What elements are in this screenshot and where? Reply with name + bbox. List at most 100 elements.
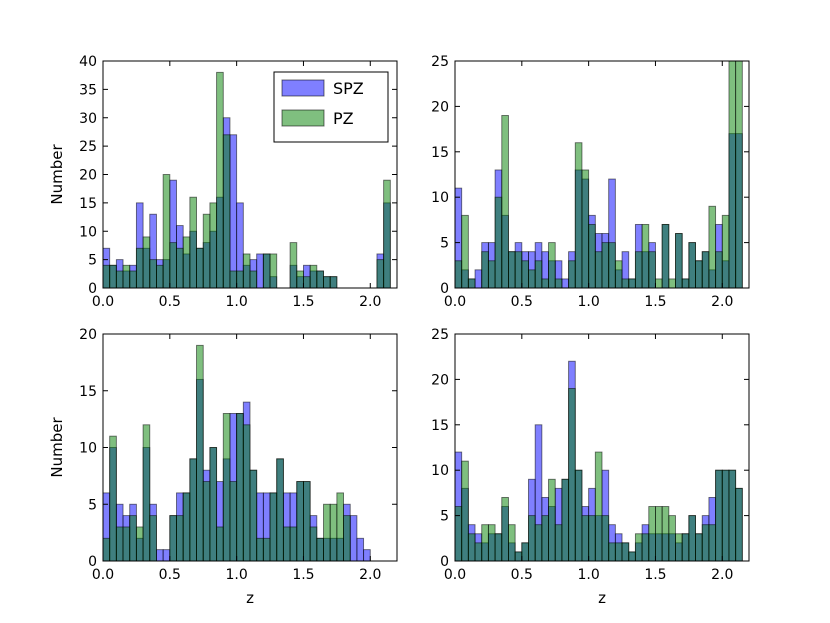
bar-pz	[242, 253, 251, 289]
bar-spz	[349, 515, 358, 562]
bar-pz	[648, 251, 656, 289]
bar-pz	[588, 223, 596, 289]
bar-pz	[461, 214, 469, 289]
bar-pz	[534, 260, 543, 289]
bar-pz	[196, 344, 204, 562]
x-tick-label: 1.0	[226, 294, 248, 310]
x-tick-label: 0.5	[159, 294, 181, 310]
y-tick-label: 25	[431, 327, 449, 343]
bar-pz	[461, 460, 469, 562]
bar-pz	[481, 251, 489, 289]
bar-pz	[296, 270, 304, 289]
bar-pz	[534, 524, 543, 562]
bar-pz	[454, 260, 463, 289]
bar-pz	[581, 169, 590, 289]
bar-pz	[176, 515, 184, 562]
x-tick-label: 2.0	[359, 567, 381, 583]
bar-pz	[614, 542, 623, 562]
panels: 0.0 0.5 1.0 1.5 2.0 0 5 10 15 20 25 30 35 40 Number SPZ…	[48, 54, 750, 607]
y-axis-label: Number	[48, 417, 66, 478]
bar-pz	[675, 533, 683, 562]
bar-pz	[708, 524, 717, 562]
bar-pz	[661, 506, 670, 562]
bar-pz	[142, 424, 151, 562]
y-tick-label: 0	[88, 281, 97, 297]
bar-pz	[487, 260, 496, 289]
bar-pz	[309, 526, 318, 562]
bar-pz	[222, 413, 231, 562]
bar-pz	[735, 60, 743, 289]
legend: SPZ PZ	[273, 71, 389, 143]
y-tick-label: 5	[88, 253, 97, 269]
bar-pz	[102, 537, 111, 562]
bar-pz	[182, 492, 191, 562]
bar-pz	[581, 515, 590, 562]
bar-pz	[249, 270, 258, 289]
bar-pz	[715, 469, 723, 562]
bar-pz	[122, 526, 131, 562]
bar-pz	[614, 260, 623, 289]
y-tick-label: 0	[88, 554, 97, 570]
bar-pz	[269, 492, 278, 562]
y-tick-label: 0	[440, 554, 449, 570]
y-tick-label: 5	[440, 236, 449, 252]
bar-pz	[109, 435, 117, 562]
x-tick-label: 1.0	[578, 567, 600, 583]
bar-spz	[363, 549, 371, 562]
bar-pz	[102, 264, 111, 289]
bar-pz	[336, 492, 344, 562]
bar-pz	[115, 526, 124, 562]
bar-pz	[735, 487, 743, 562]
bar-pz	[276, 458, 284, 562]
axes-frame	[454, 333, 750, 562]
bar-pz	[269, 253, 278, 289]
bar-pz	[554, 524, 563, 562]
bar-pz	[554, 278, 563, 289]
bar-spz	[356, 537, 365, 562]
y-tick-label: 40	[79, 54, 97, 70]
bar-pz	[262, 537, 271, 562]
bar-pz	[202, 481, 211, 562]
bar-pz	[695, 260, 703, 289]
x-tick-label: 2.0	[711, 294, 733, 310]
x-tick-label: 1.0	[226, 567, 248, 583]
bar-pz	[182, 236, 191, 289]
x-tick-label: 1.5	[292, 567, 314, 583]
axes-frame	[454, 60, 750, 289]
panel-top-left: 0.0 0.5 1.0 1.5 2.0 0 5 10 15 20 25 30 35 40 Number SPZ…	[48, 54, 398, 310]
y-tick-label: 20	[79, 327, 97, 343]
bar-pz	[568, 388, 576, 562]
bar-pz	[169, 515, 177, 562]
bar-pz	[574, 142, 583, 289]
bar-pz	[156, 264, 164, 289]
bar-pz	[621, 542, 630, 562]
bar-pz	[129, 270, 137, 289]
bar-pz	[289, 242, 298, 289]
y-tick-label: 10	[431, 190, 449, 206]
bar-pz	[494, 196, 503, 289]
bar-pz	[695, 533, 703, 562]
bar-spz	[256, 253, 264, 289]
bar-pz	[668, 515, 676, 562]
bar-pz	[601, 515, 610, 562]
bar-pz	[688, 242, 696, 289]
x-tick-label: 0.0	[444, 294, 466, 310]
bar-pz	[129, 515, 137, 562]
bar-pz	[608, 242, 616, 289]
bar-pz	[728, 469, 737, 562]
x-tick-label: 2.0	[359, 294, 381, 310]
bar-pz	[561, 478, 570, 562]
bar-pz	[501, 496, 509, 562]
bar-pz	[701, 524, 710, 562]
x-tick-label: 0.5	[159, 567, 181, 583]
y-tick-label: 10	[79, 441, 97, 457]
bar-pz	[316, 270, 324, 289]
bar-pz	[715, 251, 723, 289]
bar-pz	[135, 526, 144, 562]
y-tick-label: 15	[431, 418, 449, 434]
x-tick-label: 0.5	[511, 294, 533, 310]
legend-label-pz: PZ	[333, 109, 354, 128]
bar-pz	[454, 506, 463, 562]
bar-pz	[135, 247, 144, 289]
legend-swatch-spz	[281, 79, 325, 97]
